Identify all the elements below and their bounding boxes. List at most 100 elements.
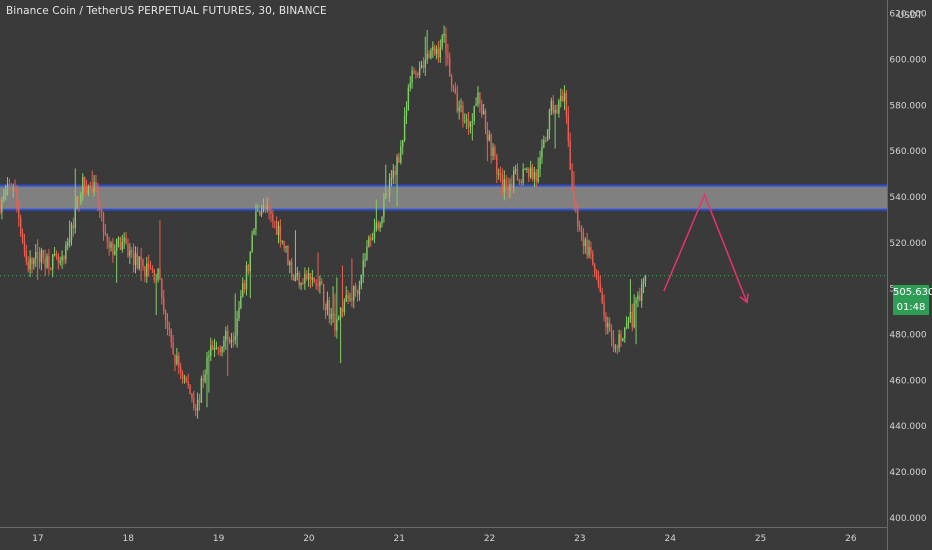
candle[interactable]	[514, 164, 517, 175]
candle[interactable]	[432, 41, 434, 58]
candle[interactable]	[332, 286, 334, 323]
candle[interactable]	[326, 291, 329, 316]
candle[interactable]	[563, 85, 566, 111]
candle[interactable]	[4, 184, 7, 201]
candle[interactable]	[183, 374, 186, 384]
candle[interactable]	[108, 236, 110, 256]
candle[interactable]	[146, 256, 148, 283]
candle[interactable]	[270, 205, 272, 223]
candle[interactable]	[445, 27, 447, 67]
candle[interactable]	[104, 223, 107, 237]
candle[interactable]	[494, 144, 496, 160]
candle[interactable]	[322, 284, 325, 311]
candle[interactable]	[526, 167, 528, 173]
candle[interactable]	[524, 168, 526, 170]
candle[interactable]	[245, 261, 248, 296]
candle[interactable]	[394, 165, 396, 184]
candle[interactable]	[132, 243, 135, 273]
candle[interactable]	[371, 232, 374, 241]
candle[interactable]	[33, 257, 35, 270]
candle[interactable]	[417, 71, 419, 78]
candle[interactable]	[91, 170, 93, 194]
candle[interactable]	[324, 303, 327, 320]
candle[interactable]	[379, 221, 381, 232]
candle[interactable]	[578, 220, 581, 232]
candle[interactable]	[452, 84, 455, 93]
candle[interactable]	[541, 139, 543, 164]
candle[interactable]	[403, 107, 406, 142]
candle[interactable]	[74, 168, 76, 234]
candle[interactable]	[569, 132, 571, 170]
candle[interactable]	[402, 139, 404, 155]
candle[interactable]	[172, 334, 174, 356]
candle[interactable]	[97, 182, 99, 212]
candle[interactable]	[232, 332, 235, 348]
candle[interactable]	[543, 135, 545, 149]
candle[interactable]	[226, 325, 229, 377]
candle[interactable]	[89, 181, 92, 189]
candle[interactable]	[200, 375, 203, 403]
candle[interactable]	[642, 277, 645, 294]
candle[interactable]	[373, 218, 376, 244]
candle[interactable]	[85, 179, 88, 195]
candle[interactable]	[409, 75, 411, 92]
candle[interactable]	[219, 345, 221, 357]
candle[interactable]	[458, 100, 460, 120]
candle[interactable]	[174, 354, 176, 372]
candle[interactable]	[125, 232, 127, 245]
candle[interactable]	[268, 196, 270, 220]
candle[interactable]	[620, 330, 622, 347]
candle[interactable]	[187, 373, 189, 389]
candle[interactable]	[159, 220, 161, 281]
candle[interactable]	[35, 244, 37, 267]
candle[interactable]	[513, 166, 515, 194]
candle[interactable]	[0, 197, 1, 215]
candle[interactable]	[321, 278, 323, 285]
candle[interactable]	[341, 265, 344, 318]
candle[interactable]	[53, 246, 56, 257]
candle[interactable]	[65, 241, 67, 264]
candle[interactable]	[51, 254, 54, 278]
candle[interactable]	[356, 289, 359, 302]
candle[interactable]	[522, 163, 524, 186]
candle[interactable]	[68, 220, 71, 248]
candle[interactable]	[275, 216, 278, 236]
candle[interactable]	[565, 90, 568, 125]
candle[interactable]	[12, 183, 14, 198]
candle[interactable]	[625, 316, 628, 330]
candle[interactable]	[535, 169, 538, 188]
candle[interactable]	[181, 370, 184, 384]
candle[interactable]	[639, 287, 641, 302]
candle[interactable]	[490, 132, 492, 164]
candle[interactable]	[42, 249, 44, 264]
candle[interactable]	[55, 250, 58, 260]
candle[interactable]	[580, 225, 583, 242]
candle[interactable]	[503, 170, 506, 201]
candle[interactable]	[426, 29, 428, 64]
candle[interactable]	[317, 252, 319, 292]
candle[interactable]	[119, 236, 122, 250]
candle[interactable]	[396, 153, 398, 207]
candle[interactable]	[413, 67, 415, 75]
candle[interactable]	[23, 233, 26, 257]
candle[interactable]	[202, 370, 204, 389]
candle[interactable]	[102, 211, 105, 241]
resistance-zone[interactable]	[0, 185, 887, 210]
candle[interactable]	[80, 191, 82, 206]
candle[interactable]	[170, 328, 172, 349]
candle[interactable]	[178, 352, 180, 375]
candle[interactable]	[117, 236, 120, 248]
candle[interactable]	[467, 111, 470, 136]
candle[interactable]	[309, 273, 312, 289]
candle[interactable]	[6, 177, 9, 196]
candle[interactable]	[405, 101, 408, 125]
candle[interactable]	[469, 121, 472, 134]
candle[interactable]	[595, 269, 598, 280]
candle[interactable]	[63, 255, 65, 265]
candle[interactable]	[368, 235, 370, 248]
candle[interactable]	[345, 286, 347, 302]
candle[interactable]	[603, 294, 605, 322]
candle[interactable]	[147, 254, 150, 277]
candle[interactable]	[481, 99, 483, 119]
candle[interactable]	[164, 309, 167, 330]
